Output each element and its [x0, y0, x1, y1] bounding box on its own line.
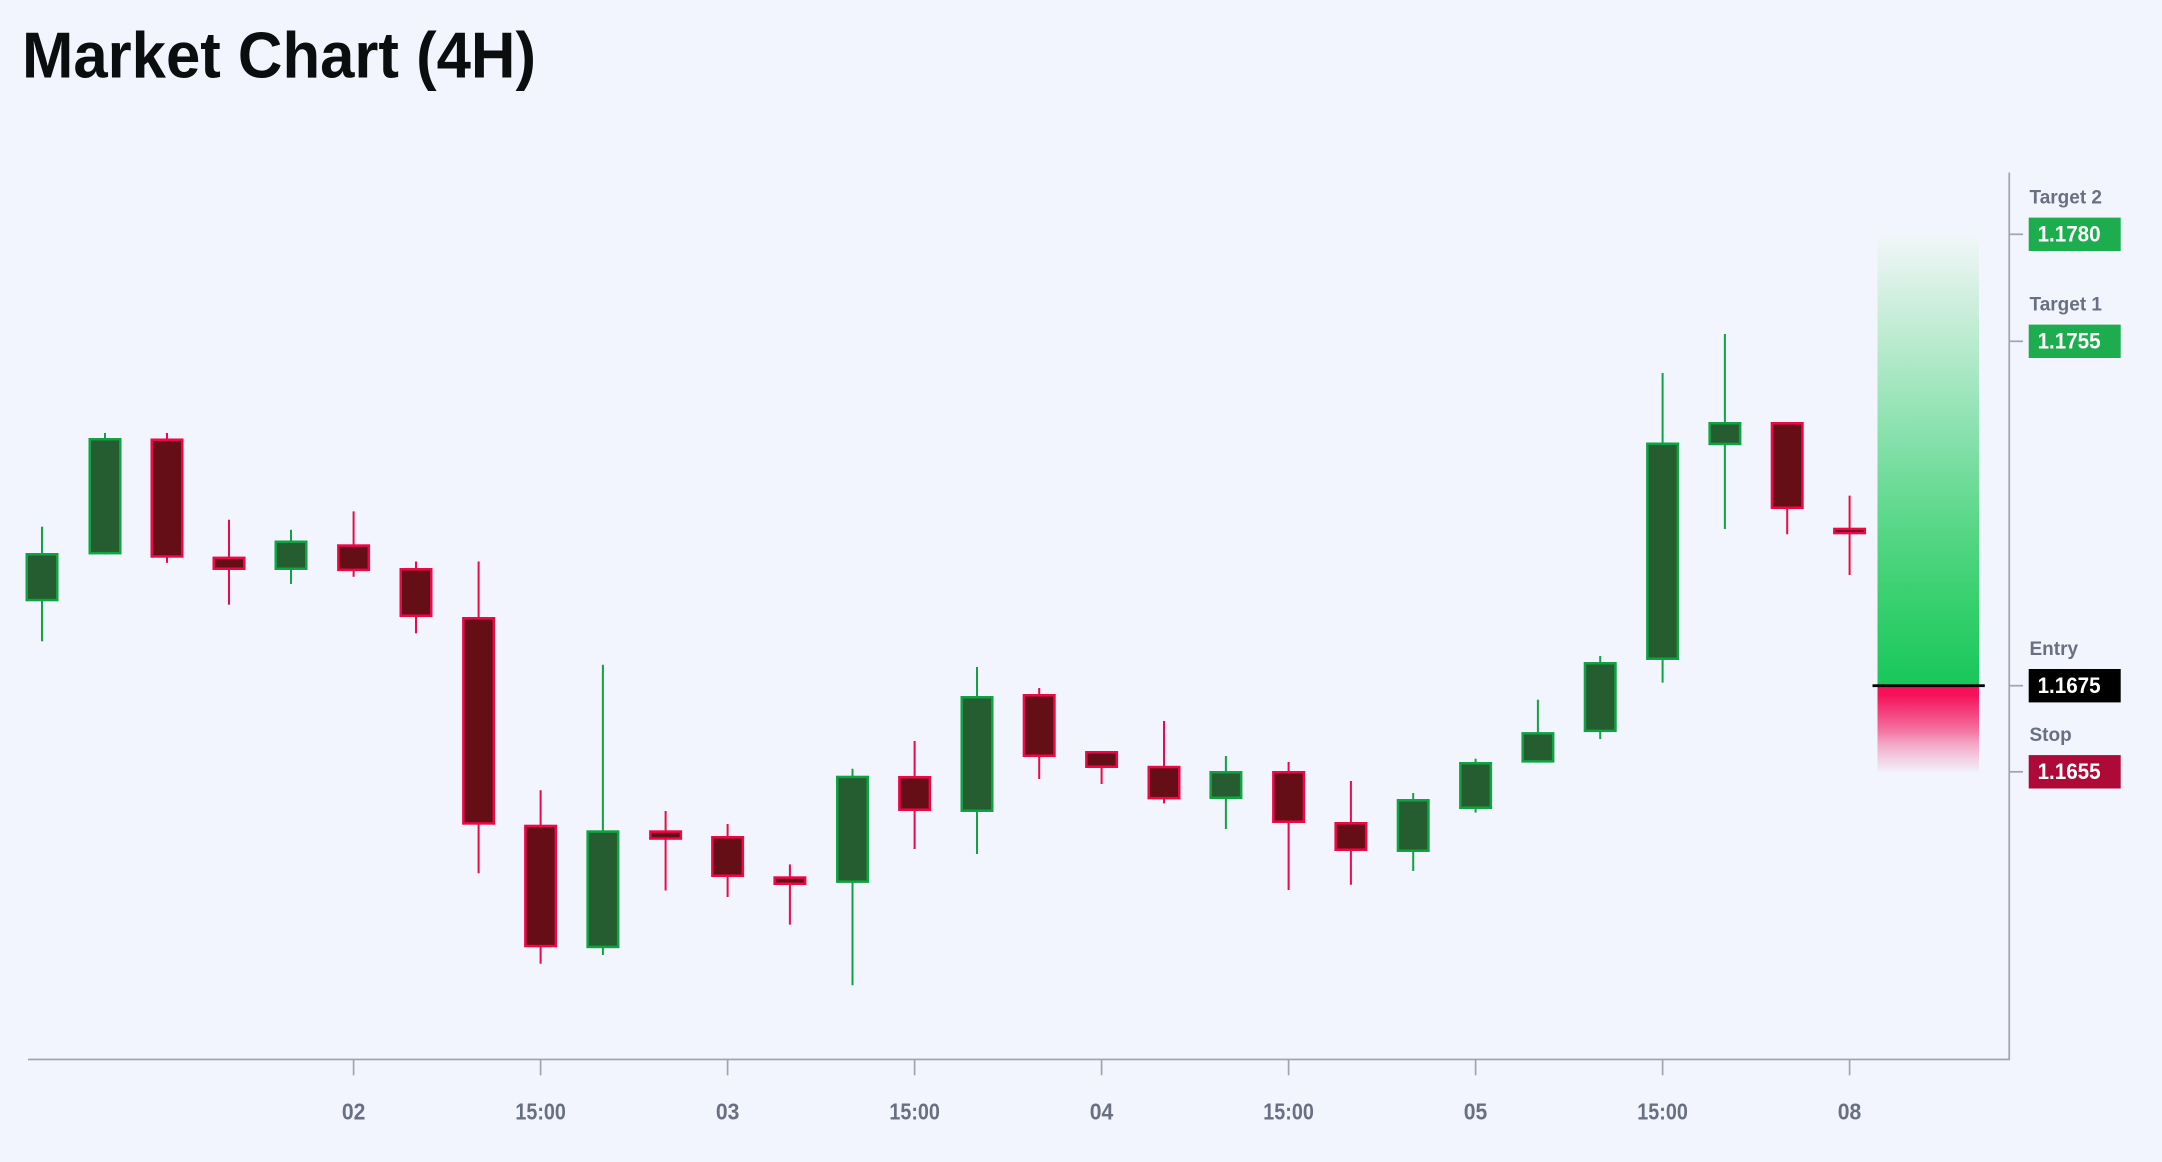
svg-text:Market Chart (4H): Market Chart (4H) [22, 19, 536, 92]
svg-text:04: 04 [1090, 1099, 1114, 1125]
svg-text:Entry: Entry [2030, 639, 2079, 660]
svg-text:08: 08 [1838, 1099, 1862, 1125]
svg-text:1.1675: 1.1675 [2038, 673, 2101, 698]
svg-text:1.1755: 1.1755 [2038, 328, 2101, 353]
svg-text:Target 2: Target 2 [2030, 188, 2103, 209]
svg-text:1.1655: 1.1655 [2038, 759, 2101, 784]
svg-text:15:00: 15:00 [889, 1099, 940, 1125]
svg-text:02: 02 [342, 1099, 366, 1125]
svg-text:05: 05 [1464, 1099, 1488, 1125]
svg-text:15:00: 15:00 [515, 1099, 566, 1125]
svg-text:1.1780: 1.1780 [2038, 221, 2101, 246]
svg-text:15:00: 15:00 [1637, 1099, 1688, 1125]
svg-text:03: 03 [716, 1099, 740, 1125]
svg-text:Stop: Stop [2030, 725, 2072, 746]
svg-text:Target 1: Target 1 [2030, 295, 2103, 316]
svg-text:15:00: 15:00 [1263, 1099, 1314, 1125]
